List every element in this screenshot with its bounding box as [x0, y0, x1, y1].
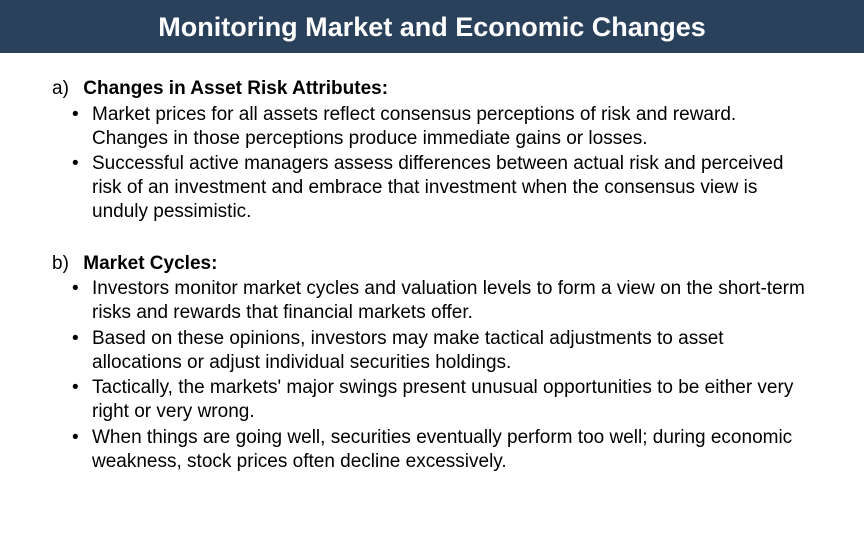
section-b-bullets: Investors monitor market cycles and valu…: [52, 277, 812, 473]
bullet-text: Tactically, the markets' major swings pr…: [92, 377, 793, 422]
section-b-title: Market Cycles:: [83, 253, 217, 274]
section-a-title: Changes in Asset Risk Attributes:: [83, 78, 388, 99]
section-a-marker: a): [52, 77, 78, 101]
bullet-text: Based on these opinions, investors may m…: [92, 328, 724, 373]
list-item: Tactically, the markets' major swings pr…: [52, 376, 812, 424]
list-item: Based on these opinions, investors may m…: [52, 327, 812, 375]
bullet-text: When things are going well, securities e…: [92, 427, 792, 472]
list-item: Market prices for all assets reflect con…: [52, 103, 812, 151]
section-b-heading: b) Market Cycles:: [52, 252, 812, 276]
section-b-marker: b): [52, 252, 78, 276]
slide-title-text: Monitoring Market and Economic Changes: [158, 12, 706, 42]
list-item: Successful active managers assess differ…: [52, 152, 812, 223]
section-a-heading: a) Changes in Asset Risk Attributes:: [52, 77, 812, 101]
bullet-text: Market prices for all assets reflect con…: [92, 104, 736, 149]
bullet-text: Successful active managers assess differ…: [92, 153, 783, 222]
section-a-bullets: Market prices for all assets reflect con…: [52, 103, 812, 224]
list-item: Investors monitor market cycles and valu…: [52, 277, 812, 325]
slide-content: a) Changes in Asset Risk Attributes: Mar…: [0, 77, 864, 473]
section-b: b) Market Cycles: Investors monitor mark…: [52, 252, 812, 474]
slide-title-bar: Monitoring Market and Economic Changes: [0, 0, 864, 53]
list-item: When things are going well, securities e…: [52, 426, 812, 474]
bullet-text: Investors monitor market cycles and valu…: [92, 278, 805, 323]
section-a: a) Changes in Asset Risk Attributes: Mar…: [52, 77, 812, 224]
